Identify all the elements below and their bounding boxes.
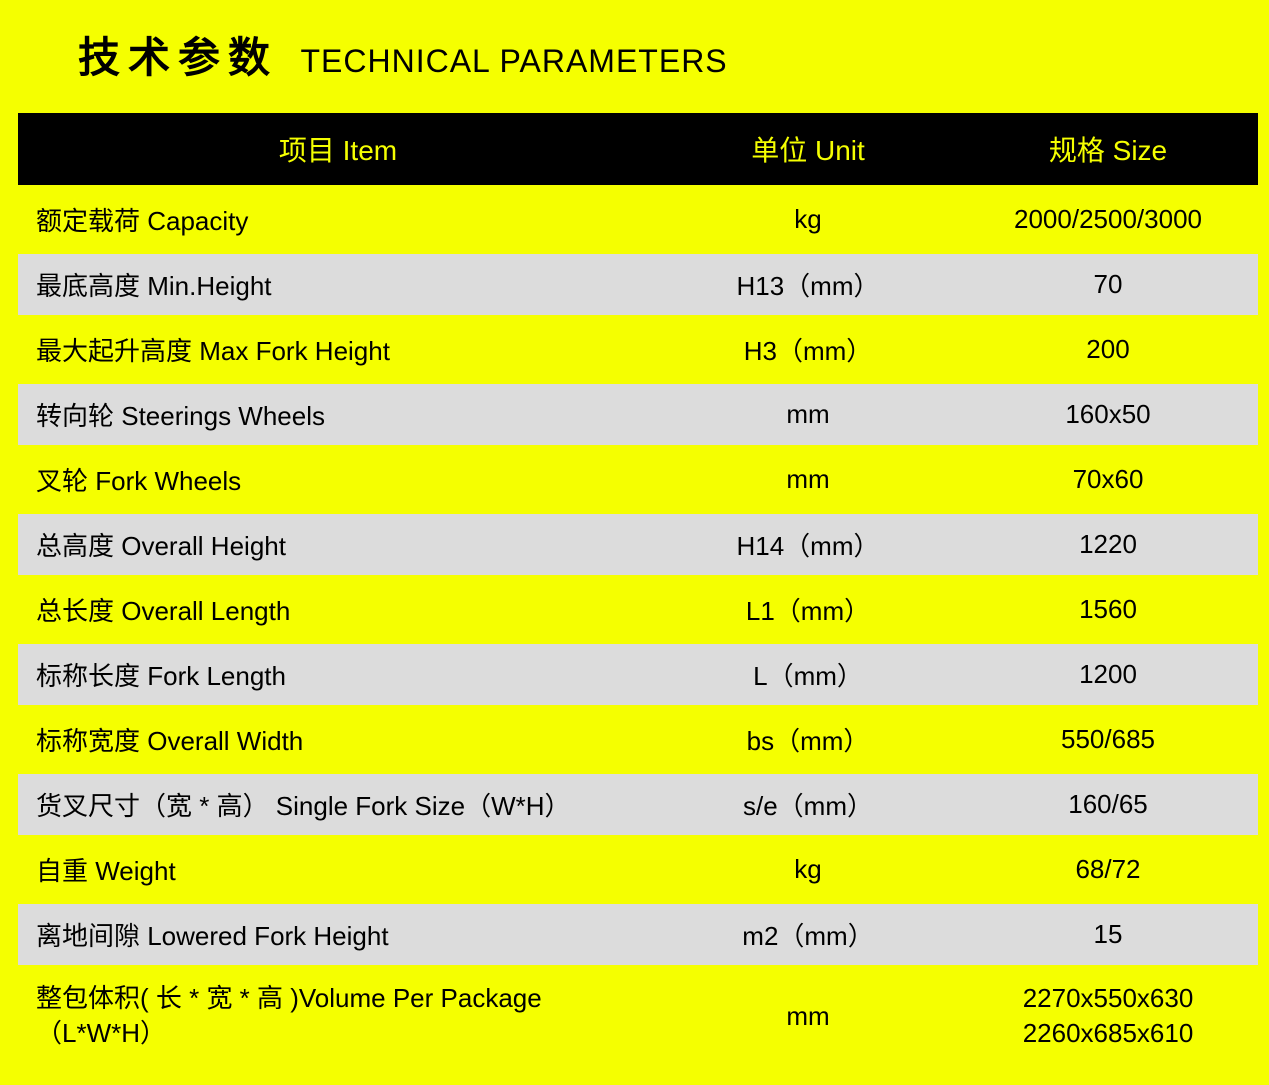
cell-unit: bs（mm） [658,709,958,770]
cell-size: 1200 [958,644,1258,705]
table-row: 货叉尺寸（宽 * 高） Single Fork Size（W*H） s/e（mm… [18,774,1258,835]
cell-item: 标称长度 Fork Length [18,644,658,705]
cell-unit: mm [658,384,958,445]
cell-size: 200 [958,319,1258,380]
cell-item: 叉轮 Fork Wheels [18,449,658,510]
cell-size: 1560 [958,579,1258,640]
title-en: TECHNICAL PARAMETERS [300,43,727,80]
cell-size: 160/65 [958,774,1258,835]
cell-item: 货叉尺寸（宽 * 高） Single Fork Size（W*H） [18,774,658,835]
cell-size: 70x60 [958,449,1258,510]
table-row: 标称长度 Fork Length L（mm） 1200 [18,644,1258,705]
table-body: 额定载荷 Capacity kg 2000/2500/3000 最底高度 Min… [18,189,1258,1063]
table-row: 自重 Weight kg 68/72 [18,839,1258,900]
table-row: 整包体积( 长 * 宽 * 高 )Volume Per Package（L*W*… [18,969,1258,1063]
cell-item: 整包体积( 长 * 宽 * 高 )Volume Per Package（L*W*… [18,969,658,1063]
cell-unit: mm [658,969,958,1063]
cell-size: 2270x550x630 2260x685x610 [958,969,1258,1063]
table-row: 总长度 Overall Length L1（mm） 1560 [18,579,1258,640]
cell-size: 68/72 [958,839,1258,900]
table-row: 总高度 Overall Height H14（mm） 1220 [18,514,1258,575]
cell-item: 标称宽度 Overall Width [18,709,658,770]
table-row: 标称宽度 Overall Width bs（mm） 550/685 [18,709,1258,770]
cell-size: 160x50 [958,384,1258,445]
table-row: 转向轮 Steerings Wheels mm 160x50 [18,384,1258,445]
th-item: 项目 Item [18,113,658,185]
table-wrap: 项目 Item 单位 Unit 规格 Size 额定载荷 Capacity kg… [0,109,1269,1085]
table-header-row: 项目 Item 单位 Unit 规格 Size [18,113,1258,185]
cell-unit: L1（mm） [658,579,958,640]
page: 技术参数 TECHNICAL PARAMETERS 项目 Item 单位 Uni… [0,0,1269,1085]
cell-item: 最大起升高度 Max Fork Height [18,319,658,380]
cell-size: 2000/2500/3000 [958,189,1258,250]
th-unit: 单位 Unit [658,113,958,185]
cell-size: 550/685 [958,709,1258,770]
cell-item: 离地间隙 Lowered Fork Height [18,904,658,965]
cell-unit: kg [658,839,958,900]
cell-item: 自重 Weight [18,839,658,900]
title-cn: 技术参数 [78,24,278,85]
spec-table: 项目 Item 单位 Unit 规格 Size 额定载荷 Capacity kg… [18,109,1258,1067]
cell-unit: H3（mm） [658,319,958,380]
table-row: 最底高度 Min.Height H13（mm） 70 [18,254,1258,315]
table-row: 最大起升高度 Max Fork Height H3（mm） 200 [18,319,1258,380]
cell-unit: H14（mm） [658,514,958,575]
cell-size: 15 [958,904,1258,965]
cell-item: 转向轮 Steerings Wheels [18,384,658,445]
cell-item: 最底高度 Min.Height [18,254,658,315]
cell-unit: m2（mm） [658,904,958,965]
cell-size-line1: 2270x550x630 [976,981,1240,1016]
cell-item: 总高度 Overall Height [18,514,658,575]
cell-unit: kg [658,189,958,250]
table-row: 叉轮 Fork Wheels mm 70x60 [18,449,1258,510]
cell-item: 总长度 Overall Length [18,579,658,640]
table-row: 离地间隙 Lowered Fork Height m2（mm） 15 [18,904,1258,965]
title-bar: 技术参数 TECHNICAL PARAMETERS [0,0,1269,109]
cell-unit: H13（mm） [658,254,958,315]
cell-size: 70 [958,254,1258,315]
table-row: 额定载荷 Capacity kg 2000/2500/3000 [18,189,1258,250]
th-size: 规格 Size [958,113,1258,185]
cell-item: 额定载荷 Capacity [18,189,658,250]
cell-unit: s/e（mm） [658,774,958,835]
cell-unit: mm [658,449,958,510]
cell-size: 1220 [958,514,1258,575]
cell-size-line2: 2260x685x610 [976,1016,1240,1051]
cell-unit: L（mm） [658,644,958,705]
